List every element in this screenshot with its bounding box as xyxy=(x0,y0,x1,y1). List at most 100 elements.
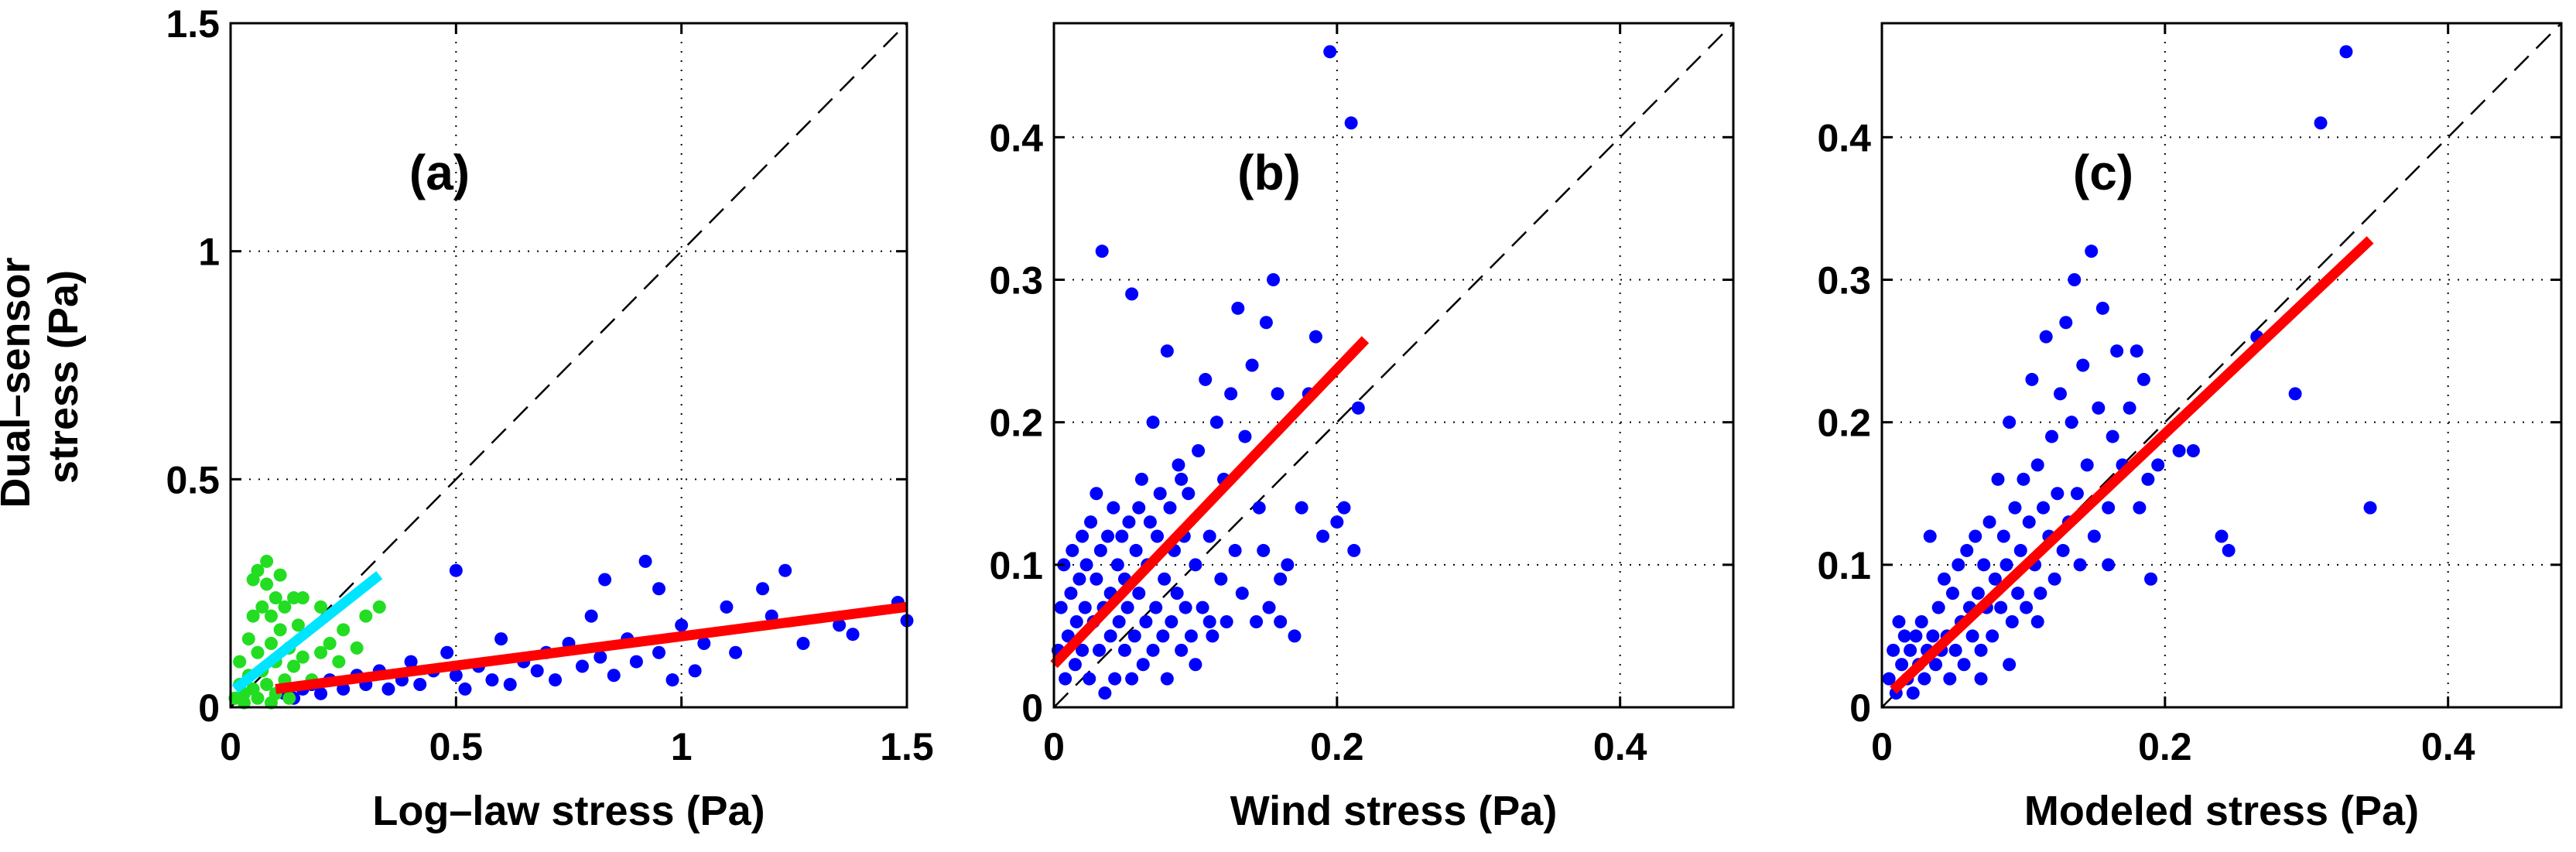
data-point xyxy=(1054,601,1068,614)
data-point xyxy=(2039,330,2053,344)
data-point xyxy=(1897,629,1911,643)
data-point xyxy=(1996,529,2010,543)
data-point xyxy=(269,591,282,605)
data-point xyxy=(1084,515,1098,529)
data-point xyxy=(1344,116,1358,130)
x-axis-label: Log–law stress (Pa) xyxy=(372,788,765,834)
data-point xyxy=(2080,458,2094,472)
panel-label: (a) xyxy=(409,145,470,200)
data-point xyxy=(1977,558,1991,572)
data-point xyxy=(337,682,351,696)
panel-a: 0 0.5 1 1.5 0 0.5 1 1.5 Log–law stress (Pa) (a) xyxy=(166,2,933,834)
data-point xyxy=(1078,601,1092,614)
data-point xyxy=(251,645,265,659)
data-point xyxy=(1132,587,1146,601)
x-tick-label: 0.5 xyxy=(429,725,484,768)
data-point xyxy=(449,563,463,577)
data-point xyxy=(1182,487,1196,501)
data-point xyxy=(1914,615,1928,628)
data-point xyxy=(720,600,734,614)
one-to-one-line xyxy=(230,22,908,708)
data-point xyxy=(1175,643,1189,657)
data-point xyxy=(594,650,607,664)
data-point xyxy=(1923,529,1937,543)
data-point xyxy=(1072,572,1086,586)
data-point xyxy=(1175,472,1189,486)
data-point xyxy=(1125,672,1139,686)
data-point xyxy=(2085,245,2099,258)
data-point xyxy=(2005,615,2019,628)
y-tick-label: 1.5 xyxy=(166,2,220,46)
data-point xyxy=(1189,558,1202,572)
data-point xyxy=(1274,615,1288,628)
scatter-series xyxy=(1051,45,1365,700)
data-point xyxy=(296,591,310,605)
data-point xyxy=(1238,429,1252,443)
data-point xyxy=(2141,472,2155,486)
data-point xyxy=(1943,672,1957,686)
data-point xyxy=(2020,601,2034,614)
axes-frame xyxy=(1052,22,1735,709)
data-point xyxy=(1146,643,1160,657)
data-point xyxy=(2056,543,2070,557)
data-point xyxy=(2047,572,2061,586)
data-point xyxy=(2076,358,2090,372)
data-point xyxy=(241,632,255,646)
data-point xyxy=(296,650,310,664)
data-point xyxy=(2133,501,2147,515)
data-point xyxy=(1206,629,1220,643)
data-point xyxy=(1110,558,1124,572)
data-point xyxy=(1122,515,1136,529)
data-point xyxy=(1259,316,1273,330)
y-tick-label: 0.3 xyxy=(1817,259,1871,303)
data-point xyxy=(2151,458,2165,472)
data-point xyxy=(2222,543,2236,557)
y-tick-label: 0.1 xyxy=(989,544,1043,587)
y-tick-label: 0.2 xyxy=(1817,402,1871,445)
data-point xyxy=(1093,643,1107,657)
data-point xyxy=(2037,501,2051,515)
x-axis-label: Modeled stress (Pa) xyxy=(2024,788,2419,834)
data-point xyxy=(1960,543,1974,557)
data-point xyxy=(2215,529,2229,543)
data-point xyxy=(1988,572,2002,586)
data-point xyxy=(1267,273,1281,286)
data-point xyxy=(1982,515,1996,529)
data-point xyxy=(1108,672,1122,686)
data-point xyxy=(2339,45,2353,59)
y-tick-label: 0.5 xyxy=(166,458,220,501)
data-point xyxy=(1986,629,2000,643)
panel-b: 0 0.2 0.4 0 0.1 0.2 0.3 0.4 Wind stress (Pa) (b) xyxy=(989,22,1735,834)
data-point xyxy=(1149,601,1163,614)
data-point xyxy=(1139,615,1153,628)
data-point xyxy=(1125,287,1139,301)
data-point xyxy=(2363,501,2377,515)
data-point xyxy=(665,673,679,687)
data-point xyxy=(2030,458,2044,472)
data-point xyxy=(381,682,395,696)
data-point xyxy=(1117,643,1131,657)
data-point xyxy=(237,696,251,710)
data-point xyxy=(350,641,364,655)
data-point xyxy=(1892,615,1906,628)
data-point xyxy=(1957,658,1971,672)
panel-label: (b) xyxy=(1237,145,1301,200)
data-point xyxy=(1926,629,1940,643)
axes-frame xyxy=(1880,22,2563,709)
data-point xyxy=(1136,658,1150,672)
data-point xyxy=(1323,45,1337,59)
data-point xyxy=(2034,587,2047,601)
y-tick-label: 0.4 xyxy=(989,116,1043,159)
data-point xyxy=(530,664,544,678)
x-tick-label: 0 xyxy=(1043,725,1065,768)
y-tick-label: 0 xyxy=(198,686,220,730)
data-point xyxy=(278,600,292,614)
data-point xyxy=(1252,501,1266,515)
data-point xyxy=(1153,487,1167,501)
data-point xyxy=(1228,543,1242,557)
data-point xyxy=(1066,543,1079,557)
scatter-series xyxy=(228,554,386,710)
data-point xyxy=(1160,344,1174,358)
data-point xyxy=(1079,558,1093,572)
